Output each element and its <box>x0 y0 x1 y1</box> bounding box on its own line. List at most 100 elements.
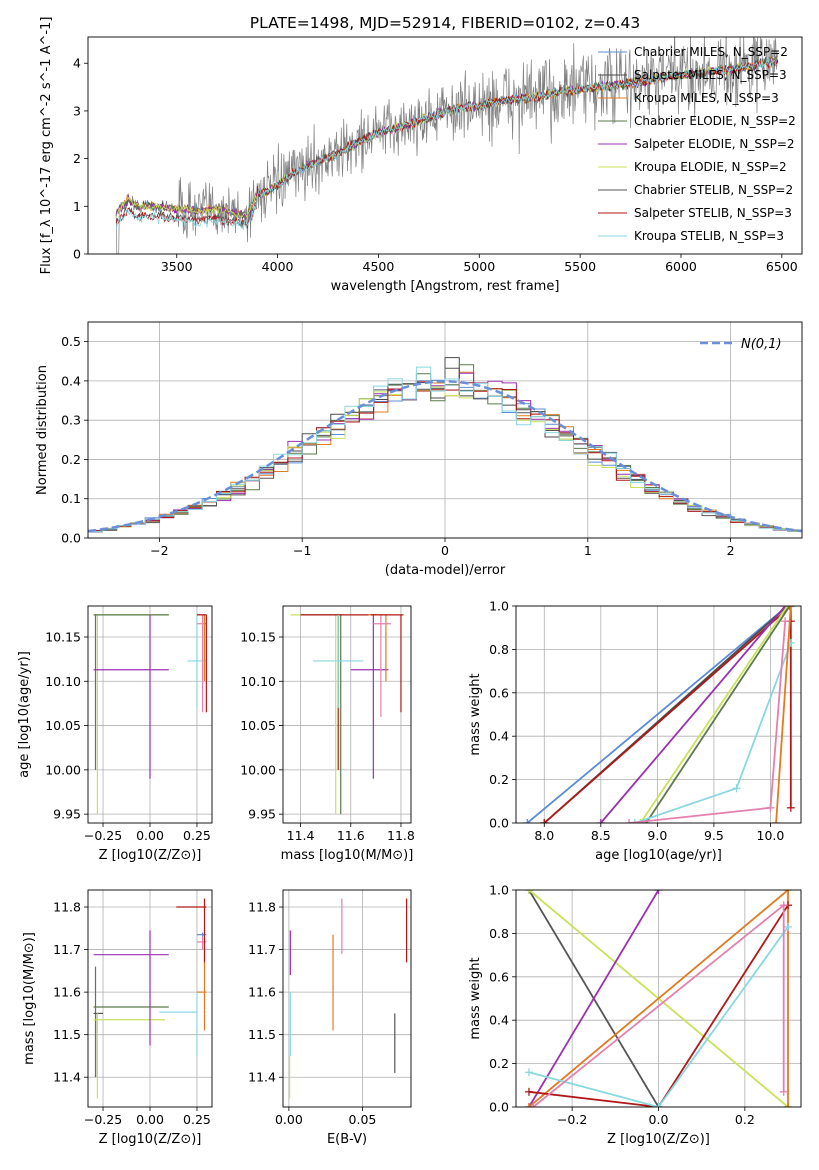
legend-entry: Kroupa STELIB, N_SSP=3 <box>634 229 784 243</box>
legend-entry: N(0,1) <box>741 337 782 352</box>
y-tick-label: 0.2 <box>61 452 81 467</box>
mass_vs_ebv-plot-area <box>289 898 408 1099</box>
y-tick-label: 3 <box>73 103 81 118</box>
spectrum-legend: Chabrier MILES, N_SSP=2 Salpeter MILES, N… <box>598 45 796 243</box>
x-tick-label: 5500 <box>564 259 596 274</box>
x-tick-label: −2 <box>150 543 168 558</box>
residual-histogram-chabrier-stelib <box>88 367 802 532</box>
weight-line-salpeter-stelib <box>528 904 789 1107</box>
residuals-grid <box>88 322 802 539</box>
normal-reference-curve <box>88 380 802 533</box>
legend-entry: Chabrier MILES, N_SSP=2 <box>634 45 788 59</box>
weight-line-chabrier-elodie <box>645 606 791 823</box>
age_vs_mass-grid <box>283 606 411 823</box>
weight_vs_age-frame <box>515 605 802 824</box>
y-tick-label: 11.4 <box>248 1070 276 1085</box>
x-axis-label: (data-model)/error <box>385 563 506 578</box>
x-tick-label: −0.25 <box>84 1112 122 1127</box>
residual-histogram-kroupa-stelib <box>88 366 802 533</box>
y-tick-label: 0.0 <box>61 531 81 546</box>
y-tick-label: 11.5 <box>248 1027 276 1042</box>
weight-line-kroupa-elodie <box>639 606 789 823</box>
y-axis-label: mass [log10(M/M⊙)] <box>22 932 37 1065</box>
x-tick-label: −0.25 <box>84 828 122 843</box>
y-tick-label: 0.8 <box>489 926 509 941</box>
y-tick-label: 0.0 <box>489 1100 509 1115</box>
x-tick-label: 11.6 <box>337 828 365 843</box>
figure-title: PLATE=1498, MJD=52914, FIBERID=0102, z=0… <box>250 14 640 32</box>
x-tick-label: 0.2 <box>735 1112 755 1127</box>
x-axis-label: Z [log10(Z/Z⊙)] <box>607 1132 710 1147</box>
y-tick-label: 2 <box>73 151 81 166</box>
y-tick-label: 11.4 <box>53 1070 81 1085</box>
x-tick-label: 9.5 <box>704 828 724 843</box>
x-tick-label: 0.0 <box>649 1112 669 1127</box>
y-tick-label: 10.05 <box>240 718 276 733</box>
age_vs_Z-plot-area <box>93 614 207 815</box>
x-tick-label: 8.0 <box>534 828 554 843</box>
y-tick-label: 9.95 <box>248 807 276 822</box>
model-spectrum-kroupa-elodie <box>115 56 779 220</box>
x-tick-label: −1 <box>293 543 311 558</box>
x-tick-label: 0.05 <box>349 1112 377 1127</box>
x-tick-label: 0.25 <box>183 1112 211 1127</box>
weight_vs_age-axes: 8.0 8.5 9.0 9.5 10.0 0.0 0.2 0.4 0.6 0.8 1.0 age [l… <box>468 599 784 864</box>
x-tick-label: 0 <box>441 543 449 558</box>
y-tick-label: 10.10 <box>45 674 81 689</box>
weight-line-salpeter-elodie <box>528 890 660 1107</box>
x-tick-label: 5000 <box>463 259 495 274</box>
x-tick-label: 9.0 <box>647 828 667 843</box>
y-tick-label: 4 <box>73 56 81 71</box>
mass_vs_Z-axes: −0.25 0.00 0.25 11.4 11.5 11.6 11.7 11.8 Z [log1… <box>22 900 211 1147</box>
y-tick-label: 10.00 <box>240 762 276 777</box>
x-tick-label: 2 <box>727 543 735 558</box>
legend-entry: Salpeter STELIB, N_SSP=3 <box>634 206 792 220</box>
model-spectrum-kroupa-stelib <box>115 56 779 231</box>
spectrum-plot-area <box>115 37 779 254</box>
y-axis-label: age [log10(age/yr)] <box>17 651 32 778</box>
legend-entry: Kroupa ELODIE, N_SSP=2 <box>634 160 787 174</box>
spectrum-frame <box>87 36 803 255</box>
x-tick-label: 11.8 <box>387 828 415 843</box>
x-axis-label: mass [log10(M/M⊙)] <box>281 848 414 863</box>
weight-line-kroupa-miles <box>775 606 792 823</box>
y-tick-label: 1.0 <box>489 599 509 614</box>
legend-entry: Salpeter MILES, N_SSP=3 <box>634 68 787 82</box>
mass_vs_ebv-frame <box>282 889 412 1108</box>
y-tick-label: 1.0 <box>489 883 509 898</box>
y-tick-label: 11.7 <box>53 942 81 957</box>
weight-line-salpeter-elodie <box>600 606 786 823</box>
x-tick-label: 11.4 <box>287 828 315 843</box>
spectrum-axes: 3500 4000 4500 5000 5500 6000 6500 0 1 2 3 4 wavelen… <box>39 17 798 294</box>
legend-entry: Kroupa MILES, N_SSP=3 <box>634 91 779 105</box>
y-tick-label: 11.8 <box>53 900 81 915</box>
y-axis-label: mass weight <box>468 673 483 755</box>
x-tick-label: 4500 <box>363 259 395 274</box>
y-tick-label: 11.6 <box>248 985 276 1000</box>
y-axis-label: Flux [f_λ 10^-17 erg cm^-2 s^-1 A^-1] <box>39 17 54 275</box>
x-tick-label: −0.2 <box>557 1112 587 1127</box>
y-tick-label: 11.5 <box>53 1027 81 1042</box>
weight_vs_Z-plot-area <box>524 890 793 1107</box>
x-tick-label: 6500 <box>766 259 798 274</box>
weight-line-kroupa-stelib <box>528 926 789 1107</box>
x-axis-label: E(B-V) <box>327 1132 367 1147</box>
x-tick-label: 0.00 <box>136 1112 164 1127</box>
weight_vs_Z-axes: −0.2 0.0 0.2 0.0 0.2 0.4 0.6 0.8 1.0 Z [log10(Z/Z… <box>468 883 755 1148</box>
y-tick-label: 10.05 <box>45 718 81 733</box>
x-tick-label: 8.5 <box>591 828 611 843</box>
y-axis-label: Normed distribution <box>35 365 50 495</box>
y-tick-label: 0 <box>73 247 81 262</box>
residuals-axes: −2 −1 0 1 2 0.0 0.1 0.2 0.3 0.4 0.5 (data-model)/er… <box>35 334 735 578</box>
x-tick-label: 0.00 <box>136 828 164 843</box>
x-axis-label: wavelength [Angstrom, rest frame] <box>331 279 560 294</box>
y-axis-label: mass weight <box>468 957 483 1039</box>
x-tick-label: 10.0 <box>757 828 785 843</box>
y-tick-label: 10.00 <box>45 762 81 777</box>
y-tick-label: 0.6 <box>489 685 509 700</box>
y-tick-label: 10.10 <box>240 674 276 689</box>
x-tick-label: 4000 <box>262 259 294 274</box>
age_vs_mass-plot-area <box>290 614 404 815</box>
y-tick-label: 0.4 <box>61 373 81 388</box>
y-tick-label: 0.4 <box>489 729 509 744</box>
